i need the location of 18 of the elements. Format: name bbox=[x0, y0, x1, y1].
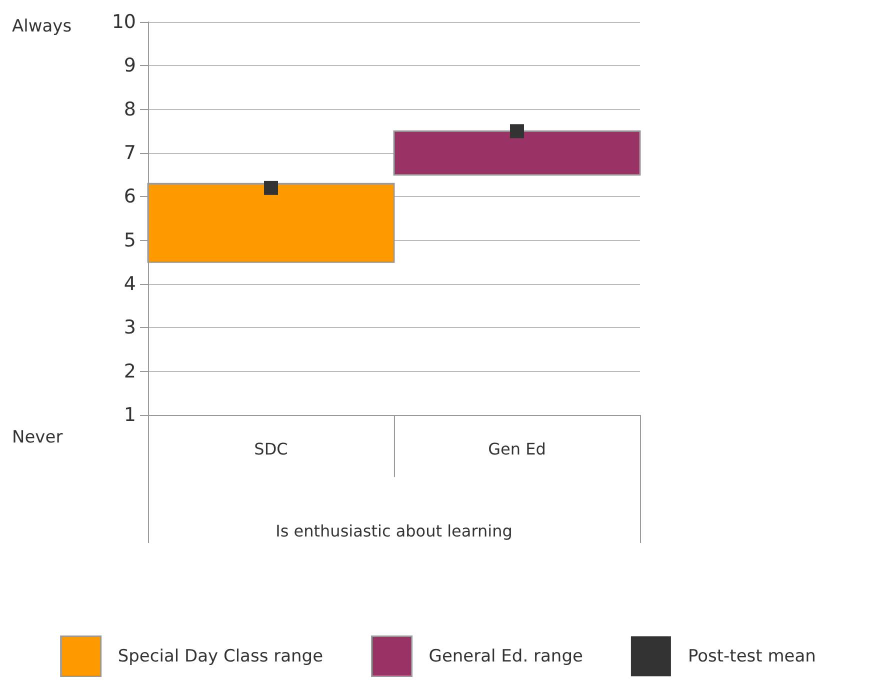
y-tick-label: 6 bbox=[124, 186, 136, 208]
x-axis-title: Is enthusiastic about learning bbox=[276, 522, 512, 540]
y-tick-label: 9 bbox=[124, 54, 136, 77]
legend-label: Post-test mean bbox=[688, 646, 816, 666]
y-tick-label: 8 bbox=[124, 98, 136, 120]
y-tick-label: 2 bbox=[124, 360, 136, 382]
y-tick-label: 3 bbox=[124, 316, 136, 339]
y-tick-label: 5 bbox=[124, 229, 136, 252]
text: Never bbox=[12, 428, 63, 448]
y-tick-label: 1 bbox=[124, 404, 136, 426]
legend-label: General Ed. range bbox=[428, 646, 583, 666]
y-tick-label: 4 bbox=[124, 273, 136, 295]
x-tick-label: SDC bbox=[254, 440, 288, 458]
x-tick-label: Gen Ed bbox=[488, 440, 546, 458]
y-tick-label: 10 bbox=[112, 11, 136, 33]
text: Always bbox=[12, 16, 72, 36]
y-tick-label: 7 bbox=[124, 142, 136, 164]
legend-label: Special Day Class range bbox=[118, 646, 324, 666]
